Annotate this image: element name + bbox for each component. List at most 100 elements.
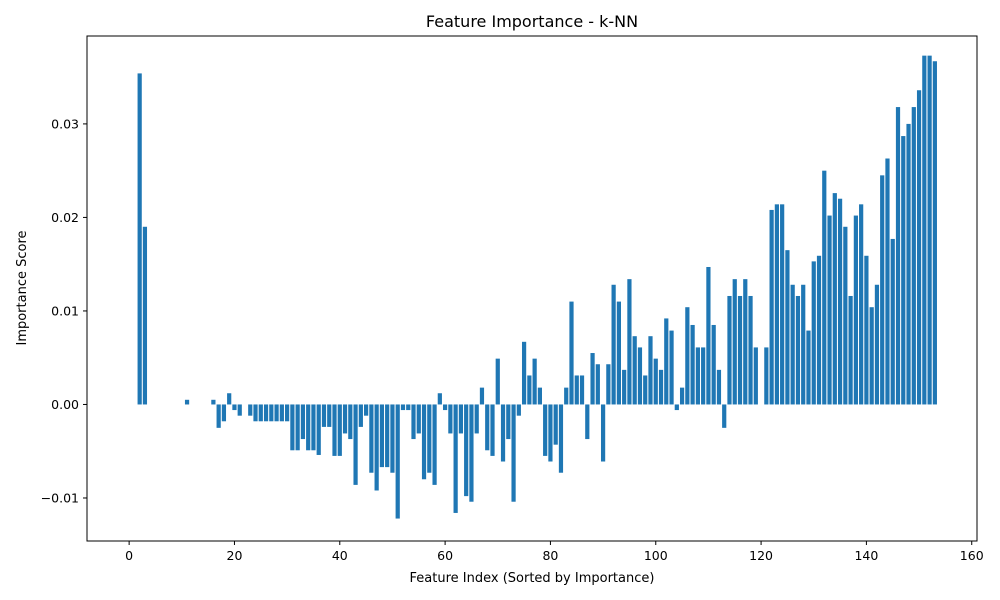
bar <box>416 404 421 434</box>
x-tick-label: 160 <box>960 548 984 563</box>
bar <box>216 404 221 428</box>
bar <box>827 215 832 405</box>
bar <box>874 284 880 405</box>
bar <box>722 404 727 428</box>
bar <box>806 330 811 405</box>
bar <box>564 387 569 405</box>
x-tick-label: 140 <box>854 548 878 563</box>
bar <box>859 204 864 405</box>
x-tick-label: 60 <box>437 548 453 563</box>
bar <box>695 347 700 405</box>
bar <box>248 404 253 416</box>
bar <box>485 404 490 451</box>
bar <box>358 404 363 427</box>
bar <box>474 404 479 434</box>
bar <box>411 404 416 440</box>
bar <box>843 226 848 405</box>
bar <box>774 204 779 405</box>
bar <box>543 404 548 456</box>
bar <box>911 107 916 405</box>
bar <box>743 279 748 405</box>
bar <box>421 404 427 480</box>
bar <box>658 369 664 405</box>
bar <box>516 404 521 416</box>
x-tick-label: 100 <box>644 548 668 563</box>
bar <box>853 215 858 405</box>
x-axis: 0 20 40 60 80 100 120 140 160 <box>125 541 984 563</box>
bar <box>385 404 390 468</box>
x-axis-label: Feature Index (Sorted by Importance) <box>410 571 655 586</box>
bar <box>327 404 332 427</box>
bar <box>653 358 658 405</box>
bar <box>479 387 485 405</box>
bar <box>611 284 616 405</box>
bar <box>427 404 432 473</box>
bar <box>306 404 311 451</box>
bar <box>311 404 316 451</box>
y-tick-label: 0.00 <box>51 397 79 412</box>
bar <box>922 55 927 405</box>
bar <box>443 404 448 411</box>
x-tick-label: 20 <box>227 548 243 563</box>
bar <box>811 261 816 405</box>
bar <box>801 284 806 405</box>
bar <box>337 404 342 456</box>
bar <box>701 347 706 405</box>
bar <box>506 404 511 440</box>
bar <box>227 393 232 405</box>
bar <box>901 136 906 405</box>
bar <box>221 404 227 422</box>
bar <box>780 204 785 405</box>
bar <box>932 61 937 405</box>
bar <box>395 404 400 519</box>
bar <box>448 404 453 434</box>
bar <box>864 255 869 405</box>
bar <box>321 404 327 427</box>
bar <box>837 198 843 405</box>
bar <box>706 266 711 405</box>
bar <box>669 330 674 405</box>
bar <box>469 404 474 502</box>
bar <box>785 250 790 405</box>
bar <box>890 238 895 405</box>
bar <box>211 399 216 405</box>
bar <box>290 404 295 451</box>
bar <box>643 375 648 405</box>
bar <box>300 404 306 440</box>
bar <box>353 404 358 485</box>
bar <box>748 295 753 405</box>
bar <box>142 226 148 405</box>
bar <box>342 404 348 434</box>
bar <box>437 393 442 405</box>
x-tick-label: 80 <box>542 548 558 563</box>
bar <box>648 336 653 405</box>
bar <box>906 123 911 405</box>
bar <box>274 404 279 422</box>
bar <box>258 404 263 422</box>
bar <box>390 404 395 473</box>
bar <box>137 73 142 405</box>
bar <box>490 404 495 456</box>
y-axis-label: Importance Score <box>15 230 30 345</box>
x-tick-label: 40 <box>332 548 348 563</box>
bar <box>558 404 564 473</box>
bar <box>521 341 527 405</box>
bar <box>690 324 695 405</box>
bar <box>364 404 369 416</box>
bar <box>880 175 885 405</box>
bar <box>627 279 632 405</box>
bar <box>527 375 532 405</box>
bar <box>269 404 274 422</box>
bar <box>727 295 732 405</box>
bar-series <box>137 55 937 519</box>
bar <box>295 404 300 451</box>
bar <box>716 369 722 405</box>
bar <box>285 404 290 422</box>
bar <box>595 364 600 405</box>
x-tick-label: 120 <box>749 548 773 563</box>
bar <box>379 404 385 468</box>
bar <box>885 158 890 405</box>
bar <box>537 387 542 405</box>
y-tick-label: 0.01 <box>51 303 79 318</box>
bar <box>579 375 585 405</box>
